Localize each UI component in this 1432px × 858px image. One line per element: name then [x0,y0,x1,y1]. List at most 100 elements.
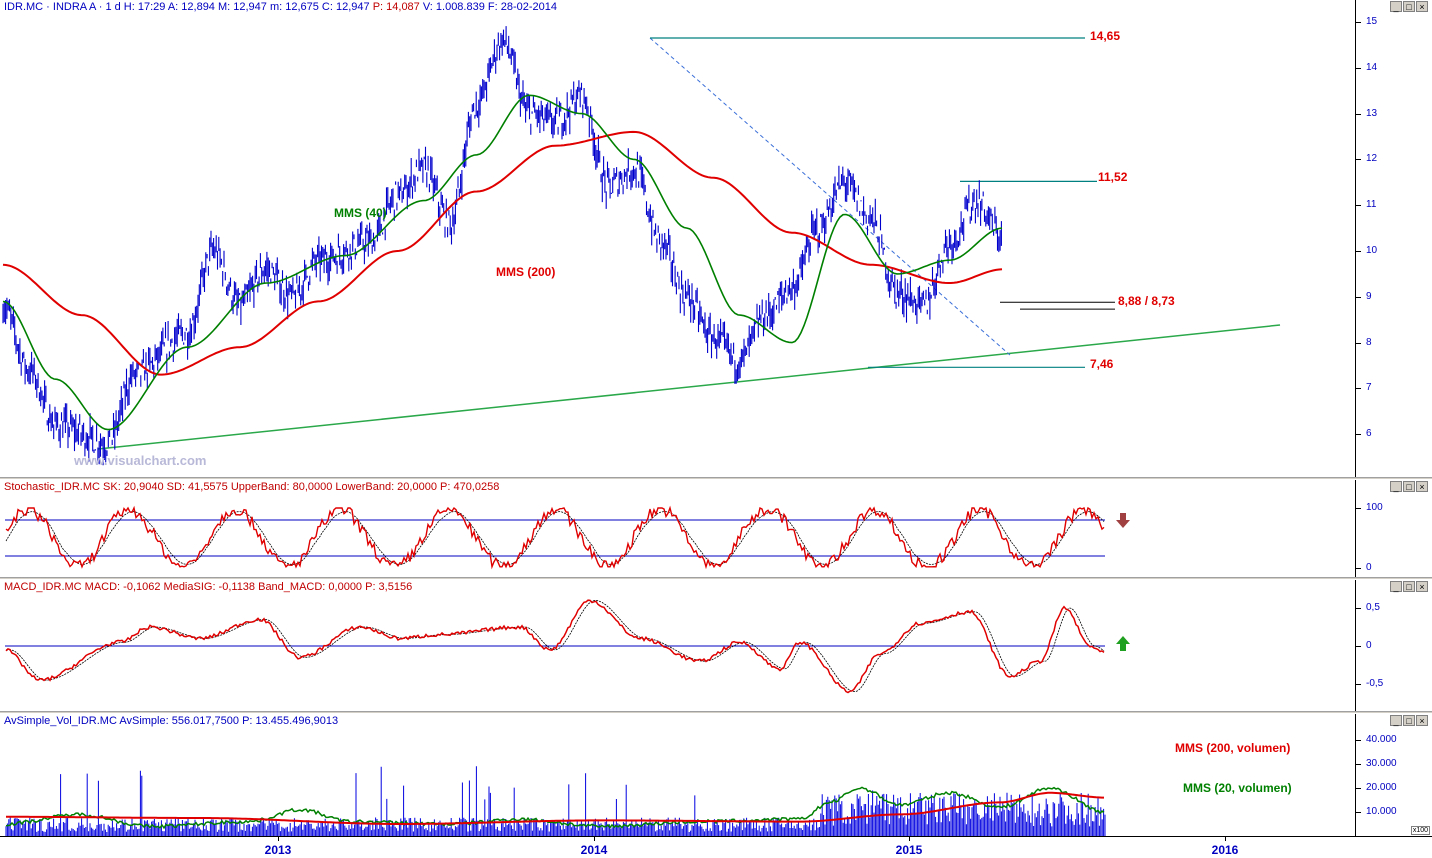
x-tick-label: 2013 [264,843,292,857]
y-tick-mark [1356,113,1361,115]
label-level-888-873: 8,88 / 8,73 [1118,294,1175,308]
restore-button[interactable]: □ [1403,1,1415,12]
restore-button[interactable]: □ [1403,481,1415,492]
label-mms20-volume: MMS (20, volumen) [1183,781,1292,795]
label-level-746: 7,46 [1090,357,1114,371]
x-tick-label: 2015 [895,843,923,857]
y-tick-mark [1356,159,1361,161]
label-mms200: MMS (200) [496,265,556,279]
volume-plot-area[interactable]: AvSimple_Vol_IDR.MC AvSimple: 556.017,75… [0,714,1356,836]
y-tick-label: 40.000 [1366,734,1397,745]
label-mms200-volume: MMS (200, volumen) [1175,741,1291,755]
panel-separator[interactable] [0,577,1432,580]
price-header-prefix: IDR.MC · INDRA A · 1 d H: 17:29 A: 12,89… [4,1,370,13]
y-tick-label: 11 [1366,199,1377,211]
y-tick-label: 14 [1366,61,1378,73]
y-tick-mark [1356,764,1361,765]
stochastic-plot-area[interactable]: Stochastic_IDR.MC SK: 20,9040 SD: 41,557… [0,480,1356,577]
macd-chart-svg [5,599,1105,694]
y-tick-label: 8 [1366,336,1372,348]
restore-button[interactable]: □ [1403,581,1415,592]
y-tick-label: 7 [1366,382,1372,394]
macd-window-buttons: _ □ × [1390,581,1428,592]
price-window-buttons: _ □ × [1390,1,1428,12]
stochastic-chart-svg [5,505,1105,570]
panel-separator[interactable] [0,711,1432,714]
y-tick-label: 20.000 [1366,782,1397,793]
volume-header-text: AvSimple_Vol_IDR.MC AvSimple: 556.017,75… [4,715,339,727]
y-tick-label: 10 [1366,245,1378,256]
y-tick-label: 30.000 [1366,758,1397,769]
minimize-button[interactable]: _ [1390,481,1402,492]
close-button[interactable]: × [1416,715,1428,726]
y-tick-label: 10.000 [1366,806,1397,817]
price-y-axis: 15 14 13 12 11 10 9 8 7 6 [1356,0,1432,477]
y-tick-label: 0 [1366,562,1372,573]
y-tick-mark [1356,646,1361,647]
x-tick-mark [278,837,279,841]
trendlines [97,37,1281,450]
volume-panel: AvSimple_Vol_IDR.MC AvSimple: 556.017,75… [0,714,1432,836]
stochastic-y-axis: 100 0 [1356,480,1432,577]
volume-bars [5,766,1106,836]
y-tick-mark [1356,296,1361,298]
close-button[interactable]: × [1416,581,1428,592]
y-tick-mark [1356,22,1361,23]
stochastic-panel: Stochastic_IDR.MC SK: 20,9040 SD: 41,557… [0,480,1432,577]
restore-button[interactable]: □ [1403,715,1415,726]
watermark: www.visualchart.com [74,453,207,468]
y-tick-label: 0 [1366,640,1372,651]
price-series [2,26,1002,466]
mms200-line [2,130,1003,376]
price-bars [2,26,1002,466]
stochastic-header: Stochastic_IDR.MC SK: 20,9040 SD: 41,557… [4,481,499,493]
y-tick-mark [1356,508,1361,509]
support-trendline [97,324,1281,450]
stochastic-header-text: Stochastic_IDR.MC SK: 20,9040 SD: 41,557… [4,481,500,493]
y-tick-label: 0,5 [1366,602,1380,613]
label-level-1152: 11,52 [1098,170,1128,184]
y-tick-mark [1356,568,1361,569]
label-level-1465: 14,65 [1090,29,1121,43]
price-chart-svg [2,26,1281,466]
time-x-axis: 2013 2014 2015 2016 [0,836,1432,858]
panel-separator[interactable] [0,477,1432,480]
minimize-button[interactable]: _ [1390,581,1402,592]
x-tick-mark [594,837,595,841]
x-tick-label: 2016 [1211,843,1239,857]
down-arrow-icon [1116,513,1130,528]
close-button[interactable]: × [1416,481,1428,492]
volume-chart-svg [5,766,1106,836]
y-tick-label: 100 [1366,502,1383,513]
y-tick-mark [1356,788,1361,789]
x-tick-mark [909,837,910,841]
y-tick-mark [1356,67,1361,69]
y-tick-mark [1356,684,1361,685]
y-tick-label: 13 [1366,107,1378,119]
y-tick-mark [1356,205,1361,207]
y-tick-label: -0,5 [1366,678,1384,689]
volume-header: AvSimple_Vol_IDR.MC AvSimple: 556.017,75… [4,715,338,727]
minimize-button[interactable]: _ [1390,1,1402,12]
volume-y-axis: x100 40.000 30.000 20.000 10.000 [1356,714,1432,836]
x-tick-mark [1225,837,1226,841]
volume-scale-badge: x100 [1410,826,1430,835]
close-button[interactable]: × [1416,1,1428,12]
y-tick-mark [1356,388,1361,390]
price-panel: IDR.MC · INDRA A · 1 d H: 17:29 A: 12,89… [0,0,1432,477]
y-tick-mark [1356,812,1361,813]
minimize-button[interactable]: _ [1390,715,1402,726]
price-plot-area[interactable]: IDR.MC · INDRA A · 1 d H: 17:29 A: 12,89… [0,0,1356,477]
y-tick-mark [1356,251,1361,252]
price-header-suffix: V: 1.008.839 F: 28-02-2014 [422,1,557,13]
y-tick-label: 15 [1366,16,1378,27]
up-arrow-icon [1116,636,1130,651]
macd-header-text: MACD_IDR.MC MACD: -0,1062 MediaSIG: -0,1… [4,581,413,593]
volume-mms20-line [5,786,1105,830]
y-tick-label: 6 [1366,428,1372,440]
macd-line [5,599,1105,694]
mms40-line [2,94,1003,431]
macd-y-axis: 0,5 0 -0,5 [1356,580,1432,711]
macd-plot-area[interactable]: MACD_IDR.MC MACD: -0,1062 MediaSIG: -0,1… [0,580,1356,711]
y-tick-mark [1356,342,1361,344]
